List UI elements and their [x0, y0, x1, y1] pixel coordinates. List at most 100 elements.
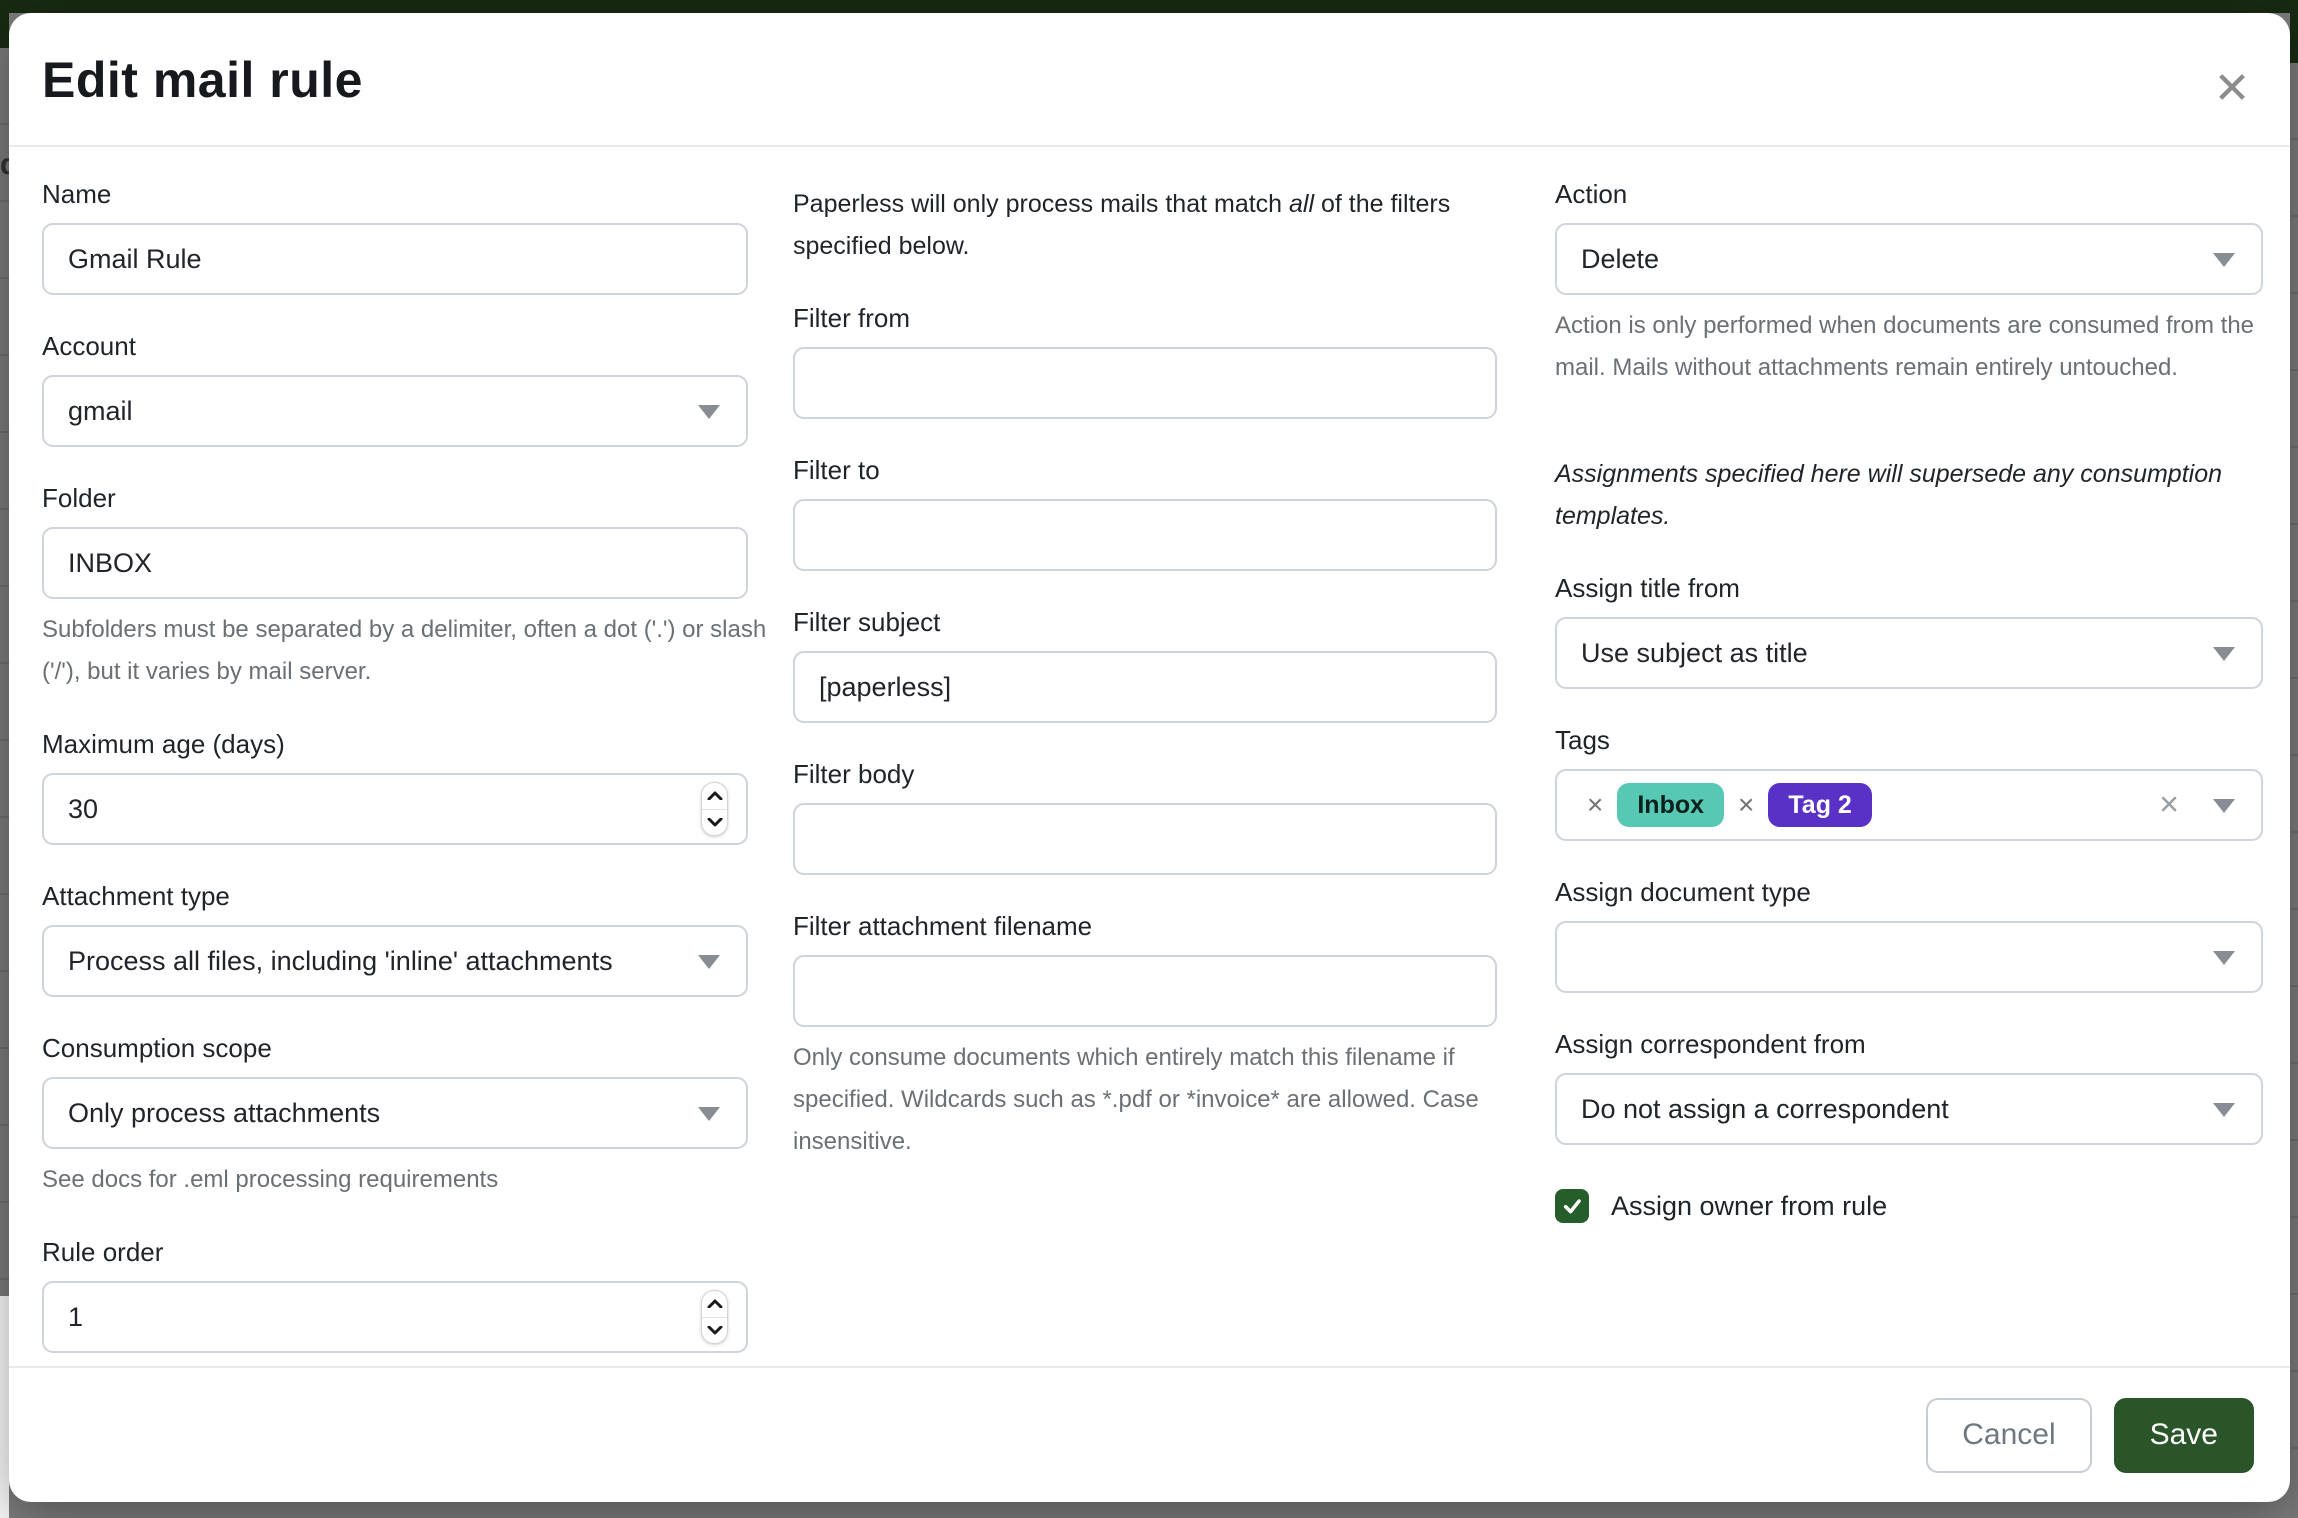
maximum-age-label: Maximum age (days): [42, 729, 285, 759]
backdrop-table-rows: [2290, 63, 2298, 1518]
filter-body-label: Filter body: [793, 759, 915, 789]
consumption-scope-select[interactable]: Only process attachments: [42, 1077, 748, 1149]
filter-attachment-filename-input[interactable]: [795, 957, 1495, 1025]
name-input[interactable]: [44, 225, 746, 293]
page-header-strip: [0, 0, 2298, 13]
backdrop-page-bottom: [0, 1296, 9, 1518]
assign-correspondent-from-label: Assign correspondent from: [1555, 1029, 1866, 1059]
field-tags: Tags × Inbox × Tag 2 ×: [1555, 723, 2263, 841]
filter-to-label: Filter to: [793, 455, 880, 485]
tag-pill: Tag 2: [1768, 783, 1872, 827]
rule-order-label: Rule order: [42, 1237, 164, 1267]
action-value: Delete: [1581, 243, 1660, 274]
dialog-body: Name Account gmail Folder Subfolders mus…: [9, 147, 2290, 1353]
maximum-age-input[interactable]: [44, 775, 746, 843]
attachment-type-value: Process all files, including 'inline' at…: [68, 945, 613, 976]
filters-intro-emphasis: all: [1289, 190, 1315, 218]
dialog-footer: Cancel Save: [9, 1366, 2290, 1502]
remove-tag-icon[interactable]: ×: [1587, 789, 1604, 820]
edit-mail-rule-dialog: Edit mail rule ✕ Name Account gmail Fold…: [9, 13, 2290, 1502]
chevron-down-icon: [2213, 951, 2235, 965]
field-assign-document-type: Assign document type: [1555, 875, 2263, 993]
number-stepper[interactable]: [701, 782, 728, 836]
field-assign-owner: Assign owner from rule: [1555, 1189, 2263, 1223]
stepper-up-icon[interactable]: [702, 783, 727, 810]
filter-from-input[interactable]: [795, 349, 1495, 417]
field-filter-to: Filter to: [793, 453, 1497, 571]
backdrop-header: [2290, 0, 2298, 63]
close-icon[interactable]: ✕: [2213, 64, 2251, 113]
cancel-button[interactable]: Cancel: [1926, 1397, 2092, 1473]
column-filters: Paperless will only process mails that m…: [793, 177, 1497, 1163]
stepper-up-icon[interactable]: [702, 1291, 727, 1318]
tag-pill: Inbox: [1617, 783, 1725, 827]
folder-label: Folder: [42, 483, 116, 513]
assign-title-from-value: Use subject as title: [1581, 637, 1808, 668]
assignments-note: Assignments specified here will supersed…: [1555, 453, 2285, 537]
name-label: Name: [42, 179, 112, 209]
folder-input[interactable]: [44, 529, 746, 597]
filter-attachment-filename-label: Filter attachment filename: [793, 911, 1093, 941]
chevron-down-icon: [698, 955, 720, 969]
filters-intro-suffix: of the filters specified below.: [793, 190, 1451, 260]
folder-help: Subfolders must be separated by a delimi…: [42, 616, 767, 685]
account-select[interactable]: gmail: [42, 375, 748, 447]
tags-label: Tags: [1555, 725, 1610, 755]
chevron-down-icon: [2213, 253, 2235, 267]
stepper-down-icon[interactable]: [702, 810, 727, 836]
field-folder: Folder Subfolders must be separated by a…: [42, 481, 766, 693]
rule-order-input[interactable]: [44, 1283, 746, 1351]
consumption-scope-value: Only process attachments: [68, 1097, 381, 1128]
action-help: Action is only performed when documents …: [1555, 312, 2255, 381]
assign-correspondent-from-select[interactable]: Do not assign a correspondent: [1555, 1073, 2263, 1145]
field-assign-correspondent-from: Assign correspondent from Do not assign …: [1555, 1027, 2263, 1145]
account-value: gmail: [68, 395, 133, 426]
save-button[interactable]: Save: [2113, 1397, 2254, 1473]
action-select[interactable]: Delete: [1555, 223, 2263, 295]
remove-tag-icon[interactable]: ×: [1738, 789, 1755, 820]
field-name: Name: [42, 177, 748, 295]
action-label: Action: [1555, 179, 1628, 209]
chevron-down-icon: [2213, 799, 2235, 813]
chevron-down-icon: [2213, 1103, 2235, 1117]
field-assign-title-from: Assign title from Use subject as title: [1555, 571, 2263, 689]
filter-subject-label: Filter subject: [793, 607, 941, 637]
filter-subject-input[interactable]: [795, 653, 1495, 721]
backdrop-table-rows: [0, 48, 9, 1296]
assign-owner-checkbox[interactable]: [1555, 1189, 1589, 1223]
field-account: Account gmail: [42, 329, 748, 447]
attachment-type-label: Attachment type: [42, 881, 230, 911]
field-action: Action Delete Action is only performed w…: [1555, 177, 2263, 389]
filters-intro-prefix: Paperless will only process mails that m…: [793, 190, 1290, 218]
field-maximum-age: Maximum age (days): [42, 727, 748, 845]
chevron-down-icon: [698, 1107, 720, 1121]
filter-from-label: Filter from: [793, 303, 910, 333]
account-label: Account: [42, 331, 136, 361]
consumption-scope-help: See docs for .eml processing requirement…: [42, 1166, 499, 1193]
check-icon: [1563, 1199, 1581, 1214]
assignments-note-text: Assignments specified here will supersed…: [1555, 460, 2223, 530]
backdrop-text-fragment: d: [0, 148, 9, 182]
chevron-down-icon: [698, 405, 720, 419]
consumption-scope-label: Consumption scope: [42, 1033, 272, 1063]
assign-title-from-select[interactable]: Use subject as title: [1555, 617, 2263, 689]
field-filter-attachment-filename: Filter attachment filename Only consume …: [793, 909, 1497, 1163]
number-stepper[interactable]: [701, 1290, 728, 1344]
backdrop-header: [0, 0, 9, 48]
stepper-down-icon[interactable]: [702, 1318, 727, 1344]
chevron-down-icon: [2213, 647, 2235, 661]
field-filter-body: Filter body: [793, 757, 1497, 875]
clear-all-icon[interactable]: ×: [2159, 785, 2179, 824]
dialog-title: Edit mail rule: [42, 52, 363, 108]
assign-document-type-label: Assign document type: [1555, 877, 1811, 907]
tags-select[interactable]: × Inbox × Tag 2 ×: [1555, 769, 2263, 841]
filter-to-input[interactable]: [795, 501, 1495, 569]
filter-body-input[interactable]: [795, 805, 1495, 873]
attachment-type-select[interactable]: Process all files, including 'inline' at…: [42, 925, 748, 997]
field-filter-subject: Filter subject: [793, 605, 1497, 723]
dialog-header: Edit mail rule ✕: [9, 13, 2290, 147]
field-rule-order: Rule order: [42, 1235, 748, 1353]
filters-intro: Paperless will only process mails that m…: [793, 183, 1523, 267]
assign-owner-label: Assign owner from rule: [1611, 1190, 1888, 1221]
assign-document-type-select[interactable]: [1555, 921, 2263, 993]
